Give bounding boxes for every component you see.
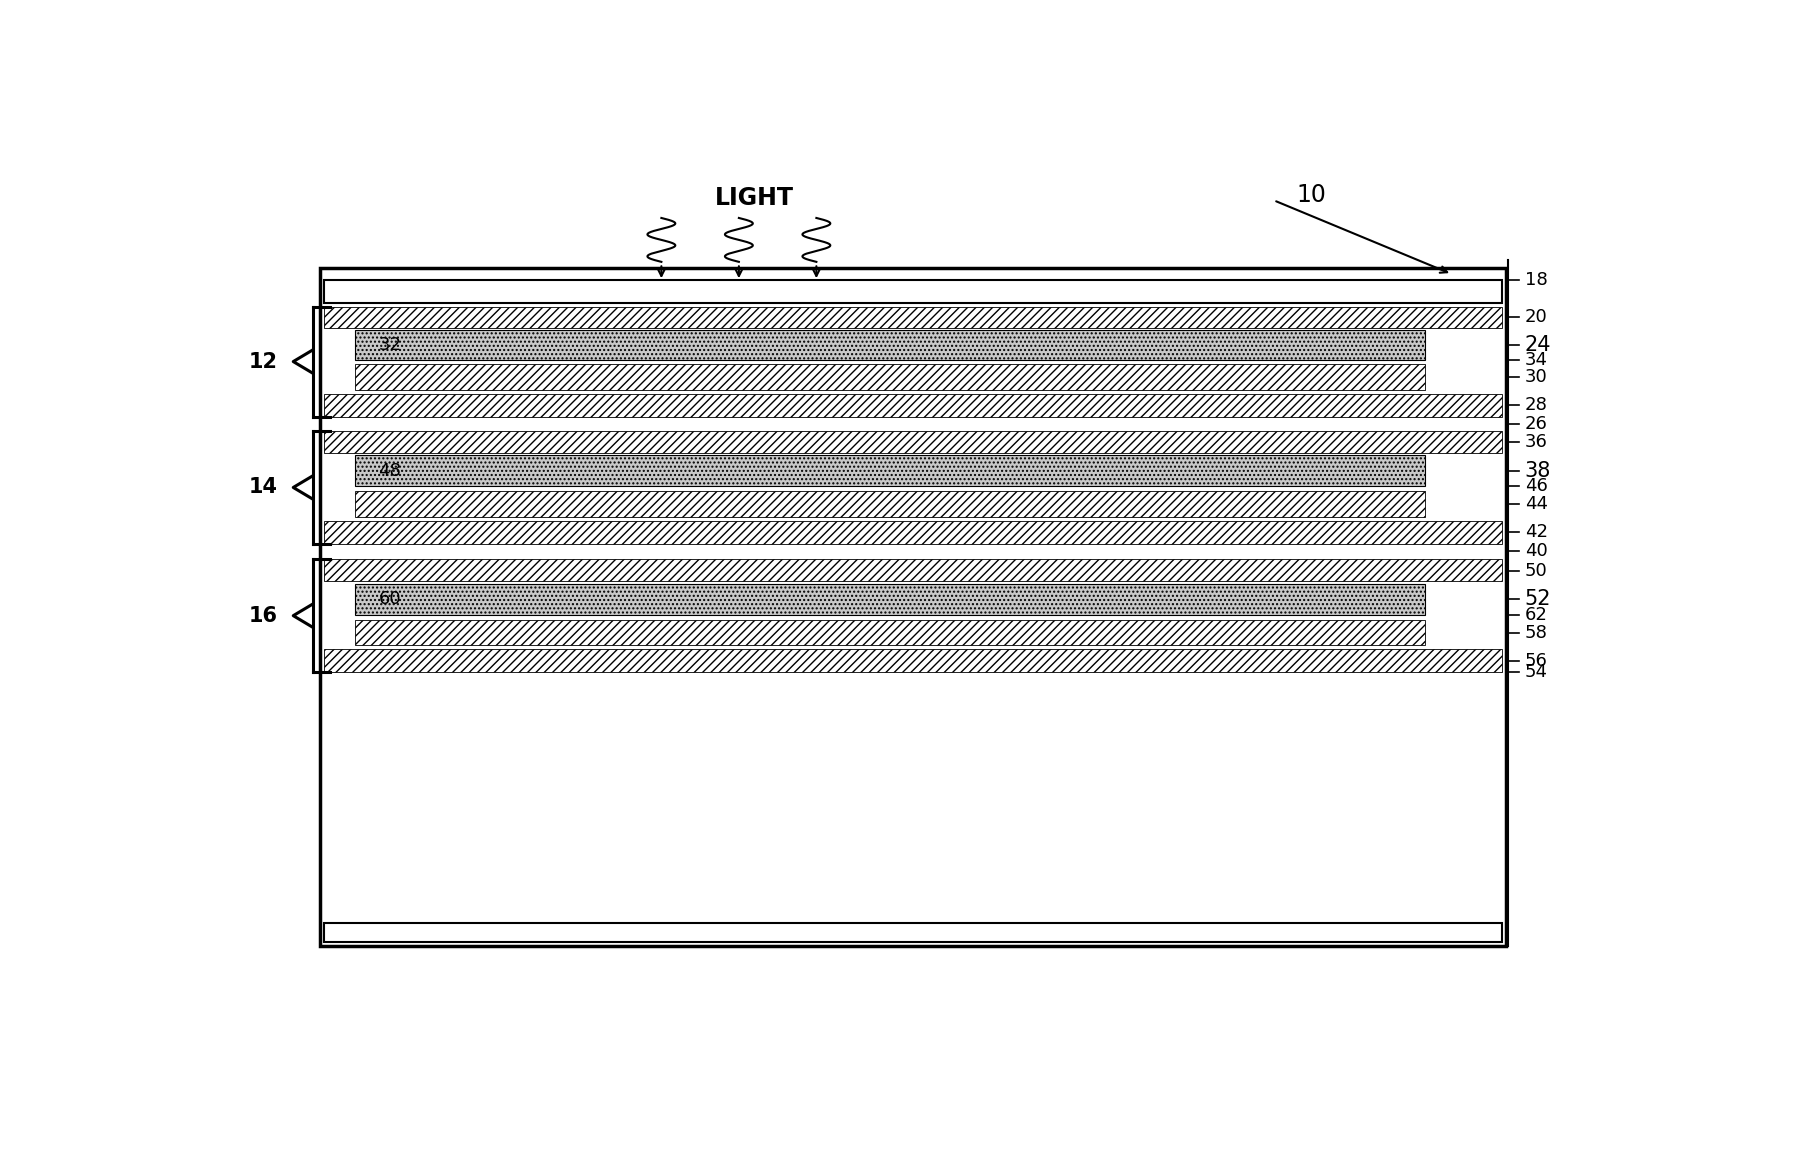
Bar xyxy=(355,455,1424,486)
Text: 56: 56 xyxy=(1524,651,1548,670)
Bar xyxy=(324,279,1502,302)
Text: 52: 52 xyxy=(1524,589,1552,609)
Bar xyxy=(324,307,1502,329)
Text: 62: 62 xyxy=(1524,606,1548,624)
Text: 12: 12 xyxy=(249,352,278,371)
Text: 20: 20 xyxy=(1524,308,1548,326)
Text: 34: 34 xyxy=(1524,352,1548,370)
Text: 40: 40 xyxy=(1524,541,1548,560)
Bar xyxy=(324,431,1502,453)
Text: LIGHT: LIGHT xyxy=(715,186,793,210)
Bar xyxy=(355,492,1424,517)
Bar xyxy=(355,584,1424,615)
Bar xyxy=(324,649,1502,672)
Bar xyxy=(324,560,1502,581)
Text: 14: 14 xyxy=(249,478,278,498)
Bar xyxy=(355,364,1424,390)
Bar xyxy=(324,520,1502,543)
Text: 38: 38 xyxy=(1524,461,1552,480)
Text: 46: 46 xyxy=(1524,477,1548,495)
Bar xyxy=(355,330,1424,361)
Text: 18: 18 xyxy=(1524,270,1548,288)
Bar xyxy=(355,620,1424,646)
Text: 42: 42 xyxy=(1524,523,1548,541)
Bar xyxy=(320,268,1506,946)
Text: 30: 30 xyxy=(1524,369,1548,386)
Text: 16: 16 xyxy=(249,606,278,626)
Text: 32: 32 xyxy=(378,336,402,354)
Text: 58: 58 xyxy=(1524,624,1548,642)
Text: 44: 44 xyxy=(1524,495,1548,514)
Text: 54: 54 xyxy=(1524,663,1548,681)
Text: 28: 28 xyxy=(1524,396,1548,414)
Text: 26: 26 xyxy=(1524,415,1548,432)
Text: 50: 50 xyxy=(1524,562,1548,579)
Text: 10: 10 xyxy=(1297,183,1326,207)
Text: 60: 60 xyxy=(378,591,402,608)
Text: 48: 48 xyxy=(378,462,402,479)
Text: 24: 24 xyxy=(1524,336,1552,355)
Bar xyxy=(324,393,1502,417)
Bar xyxy=(324,923,1502,942)
Text: 36: 36 xyxy=(1524,433,1548,452)
